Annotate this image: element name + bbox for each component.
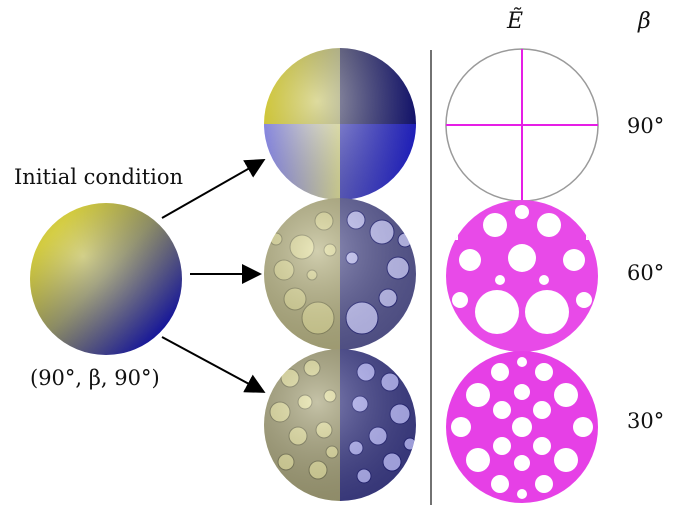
initial-condition-label: Initial condition [14, 165, 184, 189]
sphere-beta-90 [264, 48, 416, 200]
energy-set-beta-60 [446, 200, 598, 352]
arrow-to-row-1 [161, 159, 266, 219]
energy-set-beta-30 [446, 351, 598, 503]
beta-value-row-1: 90° [627, 114, 665, 138]
energy-set-beta-90 [445, 48, 599, 202]
column-header-beta: β [638, 9, 651, 34]
euler-angles-label: (90°, β, 90°) [30, 366, 160, 390]
column-header-e-tilde: Ẽ [507, 9, 524, 34]
sphere-beta-30 [264, 349, 416, 501]
sphere-beta-60 [264, 198, 416, 350]
arrow-to-row-3 [161, 336, 266, 393]
beta-value-row-3: 30° [627, 409, 665, 433]
beta-value-row-2: 60° [627, 261, 665, 285]
initial-sphere-shading [30, 203, 182, 355]
